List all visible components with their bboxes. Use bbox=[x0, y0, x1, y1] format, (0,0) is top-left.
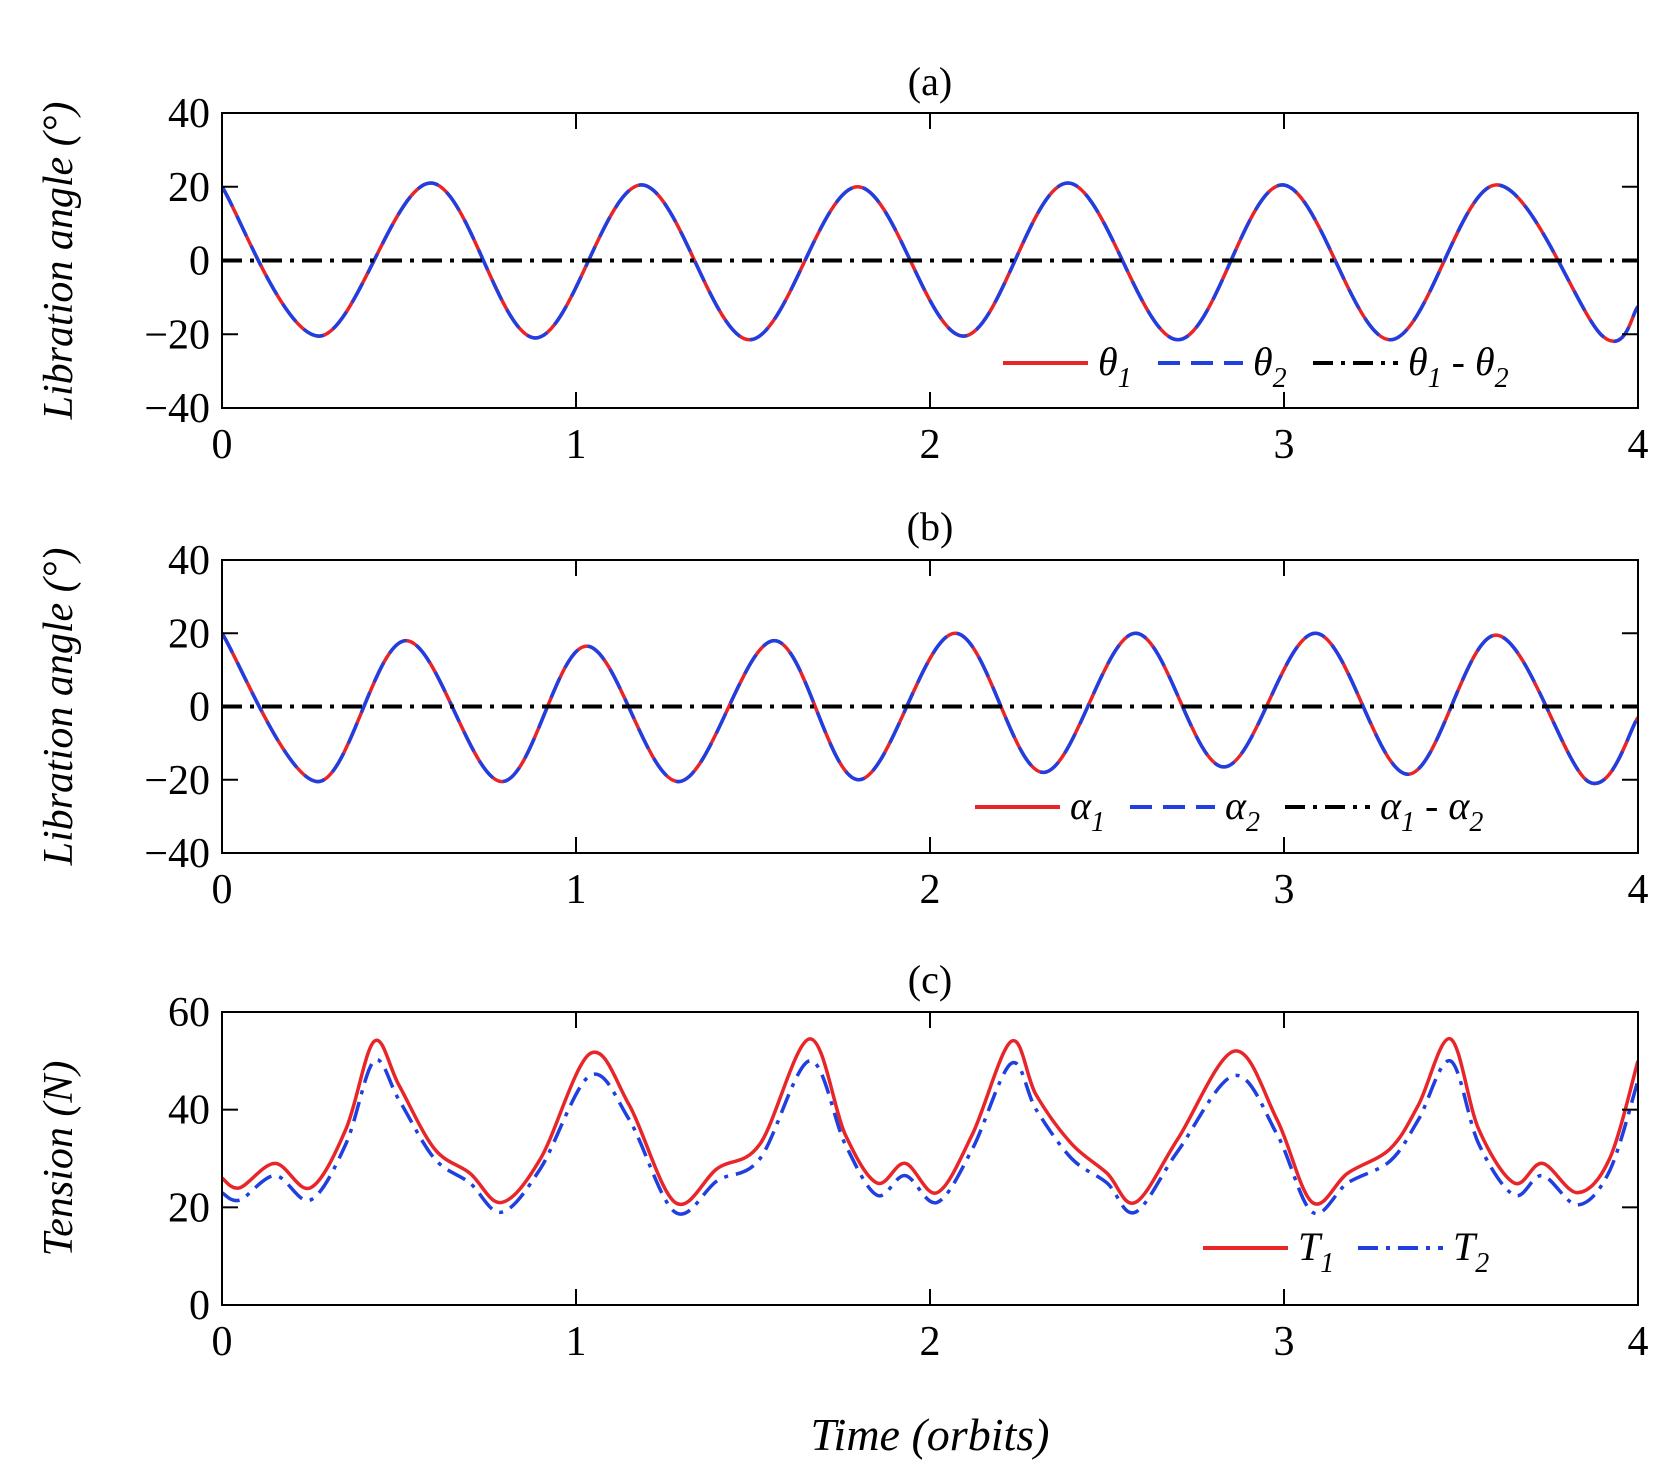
x-tick-label: 0 bbox=[212, 422, 233, 468]
y-tick-label: 0 bbox=[189, 1283, 210, 1329]
y-tick-label: 60 bbox=[168, 990, 210, 1036]
y-tick-label: −20 bbox=[144, 758, 210, 804]
y-axis-label: Tension (N) bbox=[36, 1061, 82, 1257]
legend-label-1: α1 bbox=[1070, 783, 1105, 838]
x-axis-label: Time (orbits) bbox=[811, 1409, 1050, 1460]
legend-label-1: θ1 bbox=[1098, 339, 1132, 394]
y-tick-label: 20 bbox=[168, 165, 210, 211]
x-tick-label: 4 bbox=[1628, 867, 1649, 913]
x-tick-label: 1 bbox=[566, 1319, 587, 1365]
x-tick-label: 2 bbox=[920, 422, 941, 468]
legend: T1 T2 bbox=[1203, 1224, 1489, 1279]
x-tick-label: 4 bbox=[1628, 1319, 1649, 1365]
y-axis-label: Libration angle (°) bbox=[36, 548, 82, 867]
y-tick-label: 40 bbox=[168, 538, 210, 584]
y-tick-label: −40 bbox=[144, 831, 210, 877]
panel-title: (a) bbox=[908, 59, 952, 104]
x-tick-label: 0 bbox=[212, 1319, 233, 1365]
y-tick-label: 0 bbox=[189, 239, 210, 285]
x-tick-label: 2 bbox=[920, 867, 941, 913]
plot-area-frame bbox=[221, 1011, 1639, 1306]
legend-label-2: T2 bbox=[1453, 1224, 1489, 1279]
legend-label-3: θ1 - θ2 bbox=[1408, 339, 1509, 394]
series-line-2 bbox=[222, 1057, 1638, 1216]
x-tick-label: 4 bbox=[1628, 422, 1649, 468]
panel-title: (b) bbox=[907, 504, 954, 549]
series-line-2 bbox=[222, 631, 1638, 786]
x-tick-label: 0 bbox=[212, 867, 233, 913]
series-line-2 bbox=[222, 181, 1638, 344]
x-tick-label: 1 bbox=[566, 867, 587, 913]
y-tick-label: 40 bbox=[168, 91, 210, 137]
x-tick-label: 3 bbox=[1274, 1319, 1295, 1365]
y-tick-label: 0 bbox=[189, 685, 210, 731]
legend-label-2: θ2 bbox=[1253, 339, 1287, 394]
x-tick-label: 3 bbox=[1274, 867, 1295, 913]
x-tick-label: 2 bbox=[920, 1319, 941, 1365]
legend: θ1 θ2 θ1 - θ2 bbox=[1003, 339, 1509, 394]
legend-label-2: α2 bbox=[1225, 783, 1260, 838]
y-tick-label: −20 bbox=[144, 312, 210, 358]
y-tick-label: 20 bbox=[168, 611, 210, 657]
x-tick-label: 1 bbox=[566, 422, 587, 468]
y-tick-label: 20 bbox=[168, 1185, 210, 1231]
series-line-1 bbox=[222, 1037, 1638, 1207]
x-tick-label: 3 bbox=[1274, 422, 1295, 468]
legend-label-1: T1 bbox=[1298, 1224, 1334, 1279]
y-tick-label: −40 bbox=[144, 386, 210, 432]
panel-title: (c) bbox=[908, 957, 952, 1002]
y-tick-label: 40 bbox=[168, 1088, 210, 1134]
panel-b: 0 1 2 3 4 −40 −20 0 20 40 (b) Libration angle (°) α1… bbox=[36, 504, 1649, 913]
panel-a: 0 1 2 3 4 −40 −20 0 20 40 (a) Libration angle (°) θ1… bbox=[36, 59, 1649, 468]
y-axis-label: Libration angle (°) bbox=[36, 102, 82, 421]
legend: α1 α2 α1 - α2 bbox=[975, 783, 1483, 838]
legend-label-3: α1 - α2 bbox=[1380, 783, 1483, 838]
